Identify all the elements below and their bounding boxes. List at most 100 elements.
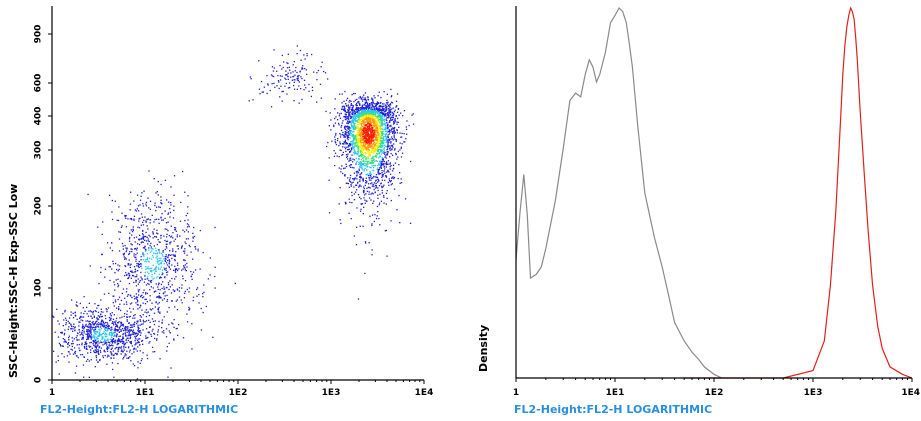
scatter-point (285, 82, 287, 85)
scatter-point (388, 125, 391, 127)
scatter-point (378, 173, 380, 175)
scatter-point (372, 147, 374, 149)
scatter-point (386, 122, 388, 124)
scatter-point (372, 159, 375, 161)
scatter-point (169, 250, 171, 252)
scatter-point (117, 340, 119, 343)
scatter-point (152, 320, 155, 323)
scatter-point (202, 311, 204, 314)
scatter-point (53, 350, 55, 352)
scatter-point (357, 182, 359, 184)
scatter-point (383, 123, 385, 125)
scatter-point (385, 229, 387, 232)
scatter-y-axis-title: SSC-Height:SSC-H Exp-SSC Low (7, 184, 20, 378)
scatter-point (370, 111, 372, 113)
scatter-point (115, 341, 117, 343)
scatter-point (195, 248, 197, 250)
scatter-point (367, 141, 369, 143)
scatter-point (102, 337, 104, 339)
scatter-point (353, 140, 355, 142)
scatter-point (119, 317, 121, 319)
scatter-point (352, 143, 354, 145)
scatter-point (356, 127, 358, 130)
scatter-y-tick-label: 600 (34, 74, 44, 93)
scatter-point (282, 66, 284, 69)
scatter-point (395, 139, 398, 141)
scatter-point (343, 109, 345, 111)
scatter-point (363, 146, 366, 148)
scatter-point (141, 279, 143, 281)
scatter-point (363, 123, 365, 125)
scatter-point (142, 238, 145, 240)
scatter-point (344, 125, 346, 127)
scatter-point (373, 141, 375, 143)
scatter-point (158, 218, 160, 221)
scatter-point (113, 357, 115, 359)
scatter-point (170, 292, 173, 294)
scatter-point (155, 257, 157, 259)
scatter-point (152, 233, 154, 235)
scatter-point (171, 300, 173, 302)
scatter-point (287, 87, 290, 89)
scatter-point (96, 323, 98, 325)
scatter-point (88, 323, 91, 325)
scatter-point (366, 180, 368, 182)
scatter-point (91, 317, 93, 319)
scatter-point (375, 139, 377, 141)
scatter-point (374, 139, 376, 141)
scatter-point (391, 176, 393, 179)
scatter-point (397, 117, 399, 120)
scatter-point (78, 329, 80, 331)
scatter-point (357, 181, 359, 183)
scatter-point (372, 193, 374, 195)
scatter-point (375, 105, 377, 107)
scatter-point (361, 115, 363, 117)
scatter-point (351, 143, 353, 145)
scatter-point (104, 315, 106, 317)
scatter-point (380, 101, 382, 104)
scatter-point (369, 105, 371, 107)
scatter-point (385, 166, 387, 168)
scatter-point (387, 139, 389, 141)
scatter-point (121, 340, 123, 342)
scatter-point (129, 356, 131, 358)
scatter-point (134, 298, 136, 300)
scatter-point (372, 143, 374, 145)
scatter-point (169, 211, 172, 214)
scatter-point (368, 183, 370, 185)
scatter-point (140, 224, 142, 226)
scatter-point (358, 168, 360, 170)
scatter-point (362, 157, 364, 159)
scatter-point (170, 225, 172, 227)
scatter-point (68, 351, 70, 353)
scatter-point (95, 342, 97, 344)
scatter-point (126, 337, 128, 339)
scatter-point (364, 132, 366, 134)
scatter-point (176, 299, 178, 301)
scatter-point (333, 125, 335, 128)
scatter-point (344, 116, 347, 119)
scatter-point (121, 316, 123, 318)
scatter-point (68, 335, 70, 337)
scatter-point (385, 109, 388, 111)
scatter-point (90, 332, 92, 334)
scatter-point (361, 135, 363, 137)
scatter-point (370, 174, 372, 176)
scatter-point (115, 325, 117, 327)
scatter-point (377, 124, 379, 126)
scatter-point (380, 160, 382, 162)
scatter-point (368, 242, 370, 244)
scatter-point (145, 284, 148, 286)
scatter-point (377, 111, 379, 113)
scatter-point (154, 351, 156, 353)
scatter-point (377, 169, 379, 171)
scatter-point (363, 186, 365, 188)
scatter-point (165, 254, 167, 256)
scatter-point (357, 135, 359, 137)
scatter-point (162, 293, 164, 295)
scatter-point (361, 167, 363, 169)
scatter-point (184, 250, 186, 252)
scatter-point (199, 229, 201, 232)
scatter-point (106, 342, 108, 344)
scatter-point (287, 72, 289, 74)
